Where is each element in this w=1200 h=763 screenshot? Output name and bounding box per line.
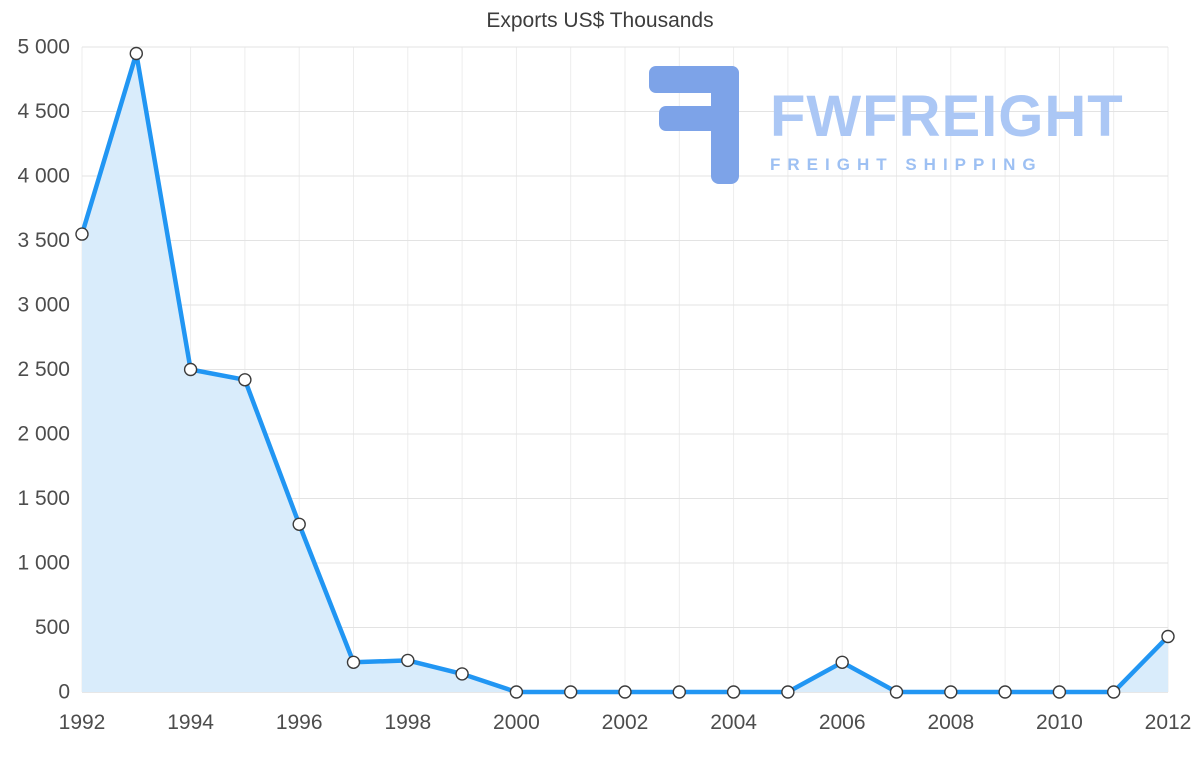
data-point [1161,629,1175,644]
data-point-markers [75,46,1175,699]
data-point [998,685,1012,699]
data-point [346,655,361,669]
svg-text:1998: 1998 [384,711,431,734]
svg-text:2002: 2002 [602,711,649,734]
data-point [1052,685,1067,699]
svg-text:2010: 2010 [1036,711,1083,734]
svg-text:2 500: 2 500 [17,358,70,381]
y-axis-labels: 0 500 1 000 1 500 2 000 2 500 3 000 3 500 4 000 4… [17,36,70,704]
svg-text:2000: 2000 [493,711,540,734]
data-point [509,685,524,699]
data-point [455,667,469,681]
data-point [944,685,958,699]
svg-text:1992: 1992 [59,711,106,734]
svg-text:2006: 2006 [819,711,866,734]
data-point [672,685,686,699]
data-point [292,517,306,531]
data-point [564,685,578,699]
data-point [835,655,849,669]
data-point [781,685,795,699]
svg-text:1994: 1994 [167,711,214,734]
svg-text:1 000: 1 000 [17,552,70,575]
data-point [1106,685,1121,699]
svg-text:0: 0 [58,681,70,704]
data-point [618,685,632,699]
svg-text:2004: 2004 [710,711,757,734]
data-point [238,373,252,387]
svg-text:500: 500 [35,616,70,639]
svg-text:4 500: 4 500 [17,100,70,123]
svg-text:4 000: 4 000 [17,165,70,188]
chart-title: Exports US$ Thousands [486,9,714,32]
svg-text:5 000: 5 000 [17,36,70,59]
svg-text:1 500: 1 500 [17,487,70,510]
svg-text:1996: 1996 [276,711,323,734]
svg-text:2 000: 2 000 [17,423,70,446]
data-point [401,653,415,668]
data-point [129,46,144,61]
data-point [889,685,904,699]
svg-text:2012: 2012 [1145,711,1192,734]
area-fill [82,53,1168,692]
data-point [726,685,741,699]
svg-text:3 500: 3 500 [17,229,70,252]
svg-text:3 000: 3 000 [17,294,70,317]
svg-text:2008: 2008 [927,711,974,734]
data-point [183,362,198,377]
x-axis-labels: 1992 1994 1996 1998 2000 2002 2004 2006 2008 2010… [59,711,1192,734]
data-point [75,227,89,241]
